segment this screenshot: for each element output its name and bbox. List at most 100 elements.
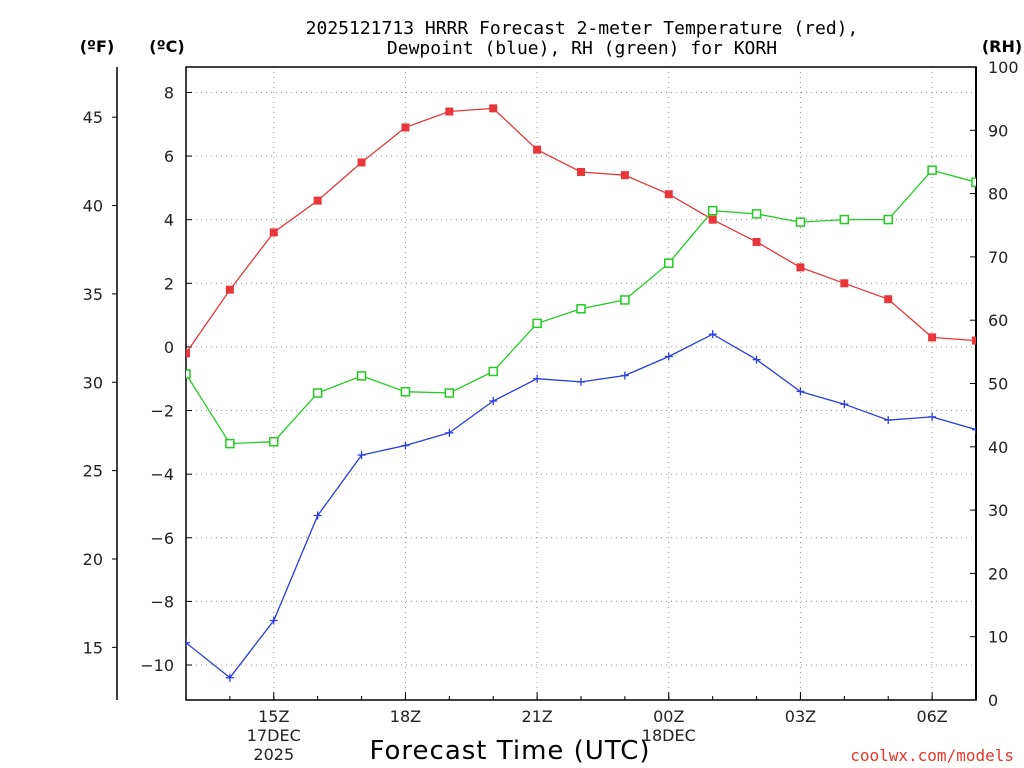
- title-line-1: 2025121713 HRRR Forecast 2-meter Tempera…: [306, 18, 859, 39]
- series-line: [186, 107, 976, 354]
- rh-tick-label: 30: [988, 501, 1008, 520]
- fahrenheit-tick-label: 25: [83, 462, 103, 481]
- data-point: [796, 387, 805, 396]
- data-point: [577, 377, 585, 386]
- rh-tick-label: 90: [988, 121, 1008, 140]
- x-tick-label: 2025: [253, 745, 294, 764]
- series-layer: [186, 104, 976, 682]
- data-point: [839, 214, 850, 225]
- data-point: [269, 616, 278, 625]
- credit-text: coolwx.com/models: [850, 746, 1014, 765]
- data-point: [884, 295, 893, 304]
- data-point: [796, 263, 805, 272]
- x-tick-label: 17DEC: [247, 726, 301, 745]
- x-tick-label: 00Z: [653, 707, 684, 726]
- data-point: [664, 352, 673, 361]
- fahrenheit-tick-label: 15: [83, 638, 103, 657]
- data-point: [225, 673, 234, 682]
- data-point: [357, 158, 366, 167]
- rh-tick-label: 100: [988, 58, 1019, 77]
- data-point: [489, 396, 498, 405]
- celsius-tick-label: 4: [164, 211, 174, 230]
- series-1: [186, 330, 976, 682]
- data-point: [225, 285, 234, 294]
- data-point: [664, 190, 673, 199]
- data-point: [928, 333, 937, 342]
- data-point: [357, 451, 366, 460]
- rh-tick-label: 20: [988, 564, 1008, 583]
- data-point: [533, 145, 542, 154]
- data-point: [532, 318, 542, 329]
- rh-tick-label: 60: [988, 311, 1008, 330]
- rh-tick-label: 10: [988, 628, 1008, 647]
- tick-labels: 86420−2−4−6−8−10454035302520151009080706…: [83, 58, 1019, 764]
- rh-tick-label: 40: [988, 438, 1008, 457]
- data-point: [576, 304, 586, 314]
- celsius-tick-label: 2: [164, 274, 174, 293]
- data-point: [445, 107, 454, 116]
- data-point: [883, 214, 893, 225]
- data-point: [972, 336, 976, 345]
- data-point: [840, 279, 849, 288]
- x-axis-label: Forecast Time (UTC): [369, 736, 650, 766]
- x-tick-label: 03Z: [785, 707, 816, 726]
- axes: [112, 66, 977, 701]
- rh-tick-label: 80: [988, 185, 1008, 204]
- data-point: [400, 386, 411, 397]
- data-point: [884, 416, 893, 425]
- data-point: [620, 295, 630, 305]
- data-point: [356, 371, 367, 381]
- data-point: [708, 215, 717, 224]
- data-point: [577, 167, 585, 176]
- celsius-tick-label: −10: [140, 656, 174, 675]
- fahrenheit-tick-label: 35: [83, 285, 103, 304]
- fahrenheit-tick-label: 40: [83, 197, 103, 216]
- data-point: [664, 258, 674, 268]
- fahrenheit-tick-label: 20: [83, 550, 103, 569]
- data-point: [752, 355, 761, 364]
- celsius-tick-label: −8: [150, 592, 174, 611]
- data-point: [751, 209, 762, 219]
- celsius-tick-label: −2: [150, 402, 174, 421]
- data-point: [488, 366, 498, 377]
- data-point: [928, 412, 937, 421]
- celsius-tick-label: −6: [150, 529, 174, 548]
- data-point: [972, 425, 976, 434]
- data-point: [186, 349, 190, 358]
- celsius-tick-label: 0: [164, 338, 174, 357]
- data-point: [533, 374, 542, 383]
- data-point: [312, 388, 323, 398]
- celsius-tick-label: −4: [150, 465, 174, 484]
- data-point: [313, 511, 322, 520]
- data-point: [444, 388, 455, 398]
- fahrenheit-tick-label: 45: [83, 108, 103, 127]
- fahrenheit-tick-label: 30: [83, 373, 103, 392]
- data-point: [620, 171, 629, 180]
- celsius-tick-label: 6: [164, 147, 174, 166]
- rh-tick-label: 70: [988, 248, 1008, 267]
- data-point: [707, 205, 718, 216]
- fahrenheit-unit-label: (ºF): [80, 37, 115, 56]
- data-point: [269, 228, 278, 237]
- data-point: [708, 330, 717, 339]
- data-point: [927, 165, 937, 175]
- data-point: [401, 123, 410, 132]
- data-point: [840, 400, 849, 409]
- x-tick-label: 18Z: [390, 707, 421, 726]
- x-tick-label: 21Z: [521, 707, 552, 726]
- data-point: [752, 237, 761, 246]
- data-point: [401, 441, 410, 450]
- data-point: [795, 217, 806, 227]
- data-point: [186, 638, 190, 647]
- celsius-tick-label: 8: [164, 83, 174, 102]
- data-point: [445, 428, 454, 437]
- title-line-2: Dewpoint (blue), RH (green) for KORH: [387, 38, 777, 59]
- data-point: [971, 177, 976, 187]
- chart-title: 2025121713 HRRR Forecast 2-meter Tempera…: [306, 18, 859, 59]
- x-tick-label: 18DEC: [642, 726, 696, 745]
- data-point: [313, 196, 322, 205]
- x-tick-label: 15Z: [258, 707, 289, 726]
- data-point: [186, 369, 191, 379]
- series-0: [186, 104, 976, 358]
